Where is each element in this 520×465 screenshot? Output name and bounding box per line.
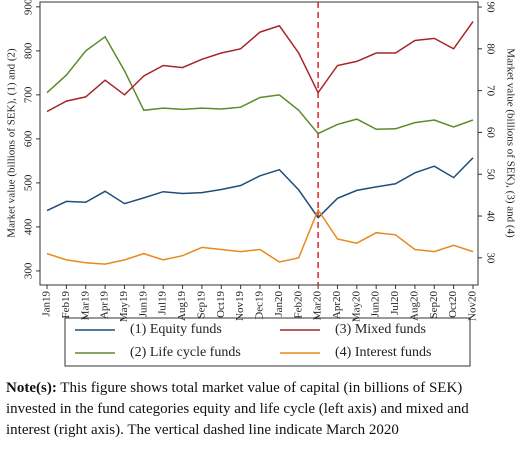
x-tick-label: Aug20 [408,291,420,321]
y-tick-label: 400 [23,218,35,235]
x-tick-label: Oct20 [447,291,459,318]
series-line [46,208,474,265]
y-tick-label: 600 [23,130,35,147]
legend-label: (2) Life cycle funds [130,345,241,360]
y-tick-label: 500 [23,174,35,191]
x-tick-label: Jan20 [273,291,285,317]
x-tick-label: Mar19 [79,291,91,321]
x-tick-label: Dec19 [254,291,266,320]
note-label: Note(s): [6,380,57,396]
note-text: This figure shows total market value of … [6,380,469,438]
x-tick-label: May20 [350,291,362,323]
legend-label: (4) Interest funds [335,345,431,360]
y2-tick-label: 70 [484,85,496,97]
x-tick-label: Feb20 [292,291,304,319]
x-tick-label: May19 [118,291,130,323]
chart: Market value (billions of SEK), (1) and … [6,0,516,367]
y2-tick-label: 90 [484,2,496,14]
x-tick-label: Aug19 [176,291,188,321]
note: Note(s): This figure shows total market … [6,378,514,441]
series-line [46,21,474,113]
x-tick-label: Sep20 [428,291,440,319]
y-tick-label: 700 [23,86,35,103]
x-tick-label: Jun20 [370,291,382,318]
y-tick-label: 900 [23,0,35,15]
x-tick-label: Jan19 [41,291,53,317]
x-tick-label: Nov20 [467,291,479,321]
plot-frame [39,1,479,286]
x-tick-label: Jul19 [157,291,169,315]
series-line [46,157,474,219]
series-line [46,35,474,135]
y2-axis-title: Market value (billions of SEK), (3) and … [504,48,516,238]
legend [64,317,471,367]
x-tick-label: Mar20 [312,291,324,321]
legend-label: (3) Mixed funds [335,322,426,337]
y-tick-label: 800 [23,42,35,59]
x-tick-label: Apr20 [331,291,343,320]
x-tick-label: Sep19 [195,291,207,319]
y2-tick-label: 30 [484,252,496,264]
x-tick-label: Jun19 [137,291,149,318]
y2-tick-label: 60 [484,127,496,139]
x-tick-label: Jul20 [389,291,401,315]
x-tick-label: Oct19 [215,291,227,318]
y2-tick-label: 80 [484,43,496,55]
y-axis-title: Market value (billions of SEK), (1) and … [6,48,18,238]
x-tick-label: Apr19 [99,291,111,320]
y2-tick-label: 40 [484,211,496,223]
y2-tick-label: 50 [484,169,496,181]
y-tick-label: 300 [23,262,35,279]
x-tick-label: Feb19 [60,291,72,319]
legend-label: (1) Equity funds [130,322,222,337]
x-tick-label: Nov19 [234,291,246,321]
